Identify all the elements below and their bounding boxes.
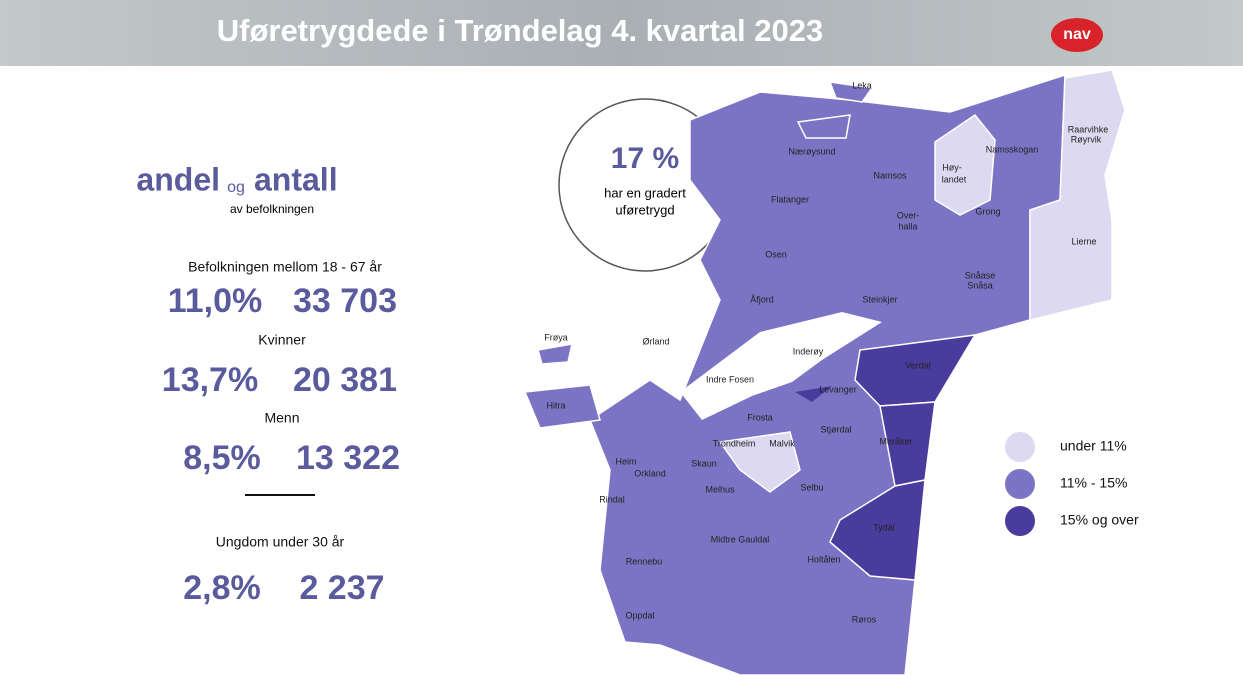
legend-swatch [1005,469,1035,499]
map-label: Stjørdal [820,424,851,434]
legend-label: 15% og over [1060,512,1139,528]
map-label: Melhus [705,484,735,494]
map-label: Åfjord [750,294,774,304]
map-label: Grong [975,206,1000,216]
callout-text: uføretrygd [615,202,674,217]
map-label: Frøya [544,332,568,342]
region [796,114,851,139]
map-label: Hitra [546,400,565,410]
share: 11,0% [168,282,263,320]
region [523,384,601,429]
callout-value: 17 % [611,142,679,175]
region [718,431,801,493]
map-label: Heim [615,456,636,466]
map-label: Orkland [634,468,666,478]
map-label: Indre Fosen [706,374,754,384]
share: 13,7% [162,361,258,399]
group-label: Befolkningen mellom 18 - 67 år [188,259,382,275]
legend: under 11% 11% - 15% 15% og over [1005,432,1139,536]
count: 33 703 [293,282,397,320]
map [523,69,1126,675]
legend-label: 11% - 15% [1060,475,1127,491]
map-label: Meråker [879,436,912,446]
map-label: halla [898,221,917,231]
map-label: Tydal [873,522,895,532]
map-label: Levanger [819,384,857,394]
group-label: Ungdom under 30 år [216,534,345,550]
map-label: Lierne [1071,236,1096,246]
map-label: Osen [765,249,787,259]
header-bar [0,0,1243,66]
logo [1051,18,1103,52]
map-labels: Leka Nærøysund Namsos Høy- landet Namssk… [544,80,1108,624]
region [829,479,926,581]
map-label: Raarvihke [1068,124,1109,134]
map-label: Namsskogan [986,144,1039,154]
map-label: Frosta [747,412,773,422]
map-label: Røyrvik [1071,134,1102,144]
legend-label: under 11% [1060,438,1127,454]
callout-text: har en gradert [604,185,686,200]
map-label: Flatanger [771,194,809,204]
legend-swatch [1005,506,1035,536]
map-label: Høy- [942,162,962,172]
map-label: Verdal [905,360,931,370]
subheading: av befolkningen [230,202,314,216]
map-label: Steinkjer [862,294,897,304]
map-label: Inderøy [793,346,824,356]
map-label: Midtre Gauldal [711,534,770,544]
group-label: Kvinner [258,332,306,348]
map-label: Ørland [642,336,669,346]
heading: andel [136,161,220,197]
map-label: Røros [852,614,877,624]
map-label: Nærøysund [788,146,835,156]
map-label: Namsos [873,170,907,180]
region [1029,69,1126,321]
map-label: Holtålen [807,554,840,564]
heading: og [227,179,245,196]
count: 20 381 [293,361,397,399]
region [934,113,996,216]
region [537,343,573,365]
map-label: Snåase [965,270,996,280]
map-label: landet [942,174,967,184]
share: 8,5% [183,439,261,477]
count: 13 322 [296,439,400,477]
fjord [680,312,882,420]
map-label: Leka [852,80,872,90]
map-label: Trondheim [713,438,756,448]
count: 2 237 [299,569,384,607]
map-label: Malvik [769,438,795,448]
legend-swatch [1005,432,1035,462]
map-label: Rindal [599,494,625,504]
island [795,386,832,402]
share: 2,8% [183,569,261,607]
title: Uføretrygdede i Trøndelag 4. kvartal 202… [217,13,823,48]
map-label: Over- [897,210,920,220]
group-label: Menn [264,410,299,426]
map-label: Rennebu [626,556,663,566]
map-label: Oppdal [625,610,654,620]
logo-text: nav [1063,26,1091,43]
map-label: Snåsa [967,280,993,290]
map-label: Selbu [800,482,823,492]
map-label: Skaun [691,458,717,468]
heading: antall [254,161,338,197]
region [828,81,874,103]
